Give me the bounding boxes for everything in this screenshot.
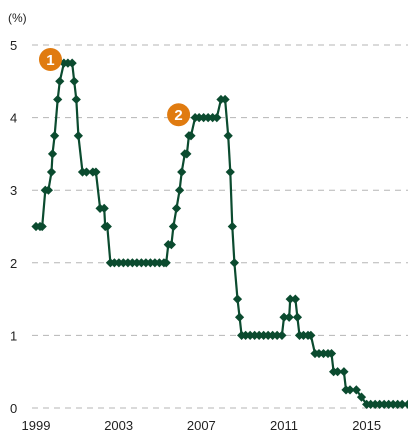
x-tick-label-2015: 2015 xyxy=(352,418,381,433)
data-point-5 xyxy=(47,149,58,159)
data-point-11 xyxy=(69,76,79,86)
data-point-4 xyxy=(46,167,57,177)
data-point-45 xyxy=(279,312,289,322)
x-tick-label-2003: 2003 xyxy=(104,418,133,433)
data-point-16 xyxy=(91,167,101,177)
data-point-57 xyxy=(351,385,361,395)
data-point-39 xyxy=(227,221,237,232)
y-tick-label-0: 0 xyxy=(10,401,17,416)
series-markers xyxy=(31,58,408,409)
data-point-27 xyxy=(175,185,185,195)
data-point-48 xyxy=(290,294,300,304)
data-point-24 xyxy=(166,240,176,250)
gridlines xyxy=(32,44,408,409)
y-tick-label-1: 1 xyxy=(10,328,17,343)
x-tick-label-2007: 2007 xyxy=(187,418,216,433)
data-point-49 xyxy=(292,312,303,322)
plateau-marker xyxy=(323,348,333,359)
annotation-badge-1 xyxy=(38,48,62,72)
data-point-12 xyxy=(71,94,81,105)
plateau-marker xyxy=(333,367,343,377)
data-point-58 xyxy=(356,392,367,402)
plateau-marker xyxy=(345,385,355,395)
data-point-38 xyxy=(225,167,235,177)
data-point-44 xyxy=(277,330,287,340)
x-tick-labels: 1999 2003 2007 2011 2015 xyxy=(22,418,382,433)
y-tick-label-2: 2 xyxy=(10,256,17,271)
data-point-40 xyxy=(229,258,239,268)
plateau-marker xyxy=(272,330,282,340)
plateau-marker xyxy=(208,113,218,123)
y-tick-labels: 0 1 2 3 4 5 xyxy=(10,38,17,416)
data-point-37 xyxy=(223,131,233,141)
y-tick-label-3: 3 xyxy=(10,183,17,198)
plateau-marker xyxy=(397,399,407,409)
plateau-marker xyxy=(35,221,45,232)
annotation-label-1: 1 xyxy=(46,52,54,69)
data-point-8 xyxy=(55,76,65,86)
data-point-7 xyxy=(53,94,63,105)
data-point-47 xyxy=(285,294,295,304)
plateau-marker xyxy=(159,258,169,268)
plateau-marker xyxy=(81,167,92,177)
x-tick-label-2011: 2011 xyxy=(270,418,298,433)
data-point-6 xyxy=(50,131,60,141)
data-point-30 xyxy=(182,149,192,159)
data-point-41 xyxy=(232,294,243,304)
data-point-28 xyxy=(177,167,187,177)
y-tick-label-4: 4 xyxy=(10,111,17,126)
data-point-13 xyxy=(73,131,83,141)
plateau-marker xyxy=(63,58,73,68)
y-axis-unit-label: (%) xyxy=(8,11,27,25)
data-point-26 xyxy=(171,203,182,213)
data-point-18 xyxy=(99,203,109,213)
annotation-badge-2 xyxy=(167,103,191,127)
y-tick-label-5: 5 xyxy=(10,38,17,53)
data-point-42 xyxy=(234,312,245,322)
series-line xyxy=(36,62,408,406)
data-point-36 xyxy=(220,94,230,105)
data-point-55 xyxy=(339,367,349,377)
data-point-20 xyxy=(102,221,112,232)
data-point-25 xyxy=(168,221,179,232)
data-point-32 xyxy=(186,131,196,141)
plateau-marker xyxy=(303,330,313,340)
data-point-3 xyxy=(43,185,53,195)
data-point-46 xyxy=(284,312,294,322)
annotations: 12 xyxy=(38,48,191,127)
x-tick-label-1999: 1999 xyxy=(22,418,51,433)
annotation-label-2: 2 xyxy=(174,107,182,124)
